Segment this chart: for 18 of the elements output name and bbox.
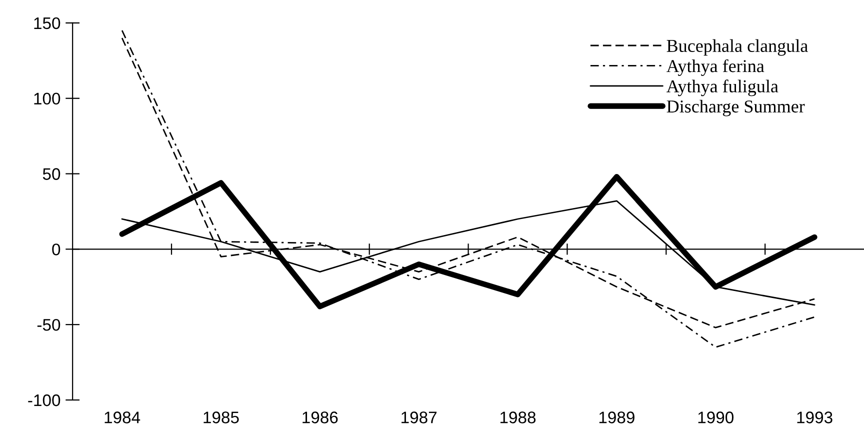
x-tick-label: 1987 [402,412,437,424]
x-tick-label: 1986 [302,412,338,424]
x-tick-label: 1990 [698,412,734,424]
y-tick-label: 100 [34,92,60,105]
y-tick-label: 0 [52,244,60,256]
legend-label: Discharge Summer [666,100,805,116]
y-tick-label: 50 [42,168,60,180]
legend-label: Bucephala clangula [666,39,808,56]
y-tick-label: -50 [37,318,60,331]
legend-label: Aythya ferina [666,59,764,76]
y-tick-label: -100 [28,394,60,406]
x-tick-label: 1984 [104,412,140,424]
x-tick-label: 1988 [500,412,536,424]
legend-label: Aythya fuligula [666,80,778,96]
y-tick-label: 150 [34,17,60,30]
x-tick-label: 1989 [599,412,634,424]
x-tick-label: 1993 [797,412,832,424]
x-tick-label: 1985 [204,412,239,424]
